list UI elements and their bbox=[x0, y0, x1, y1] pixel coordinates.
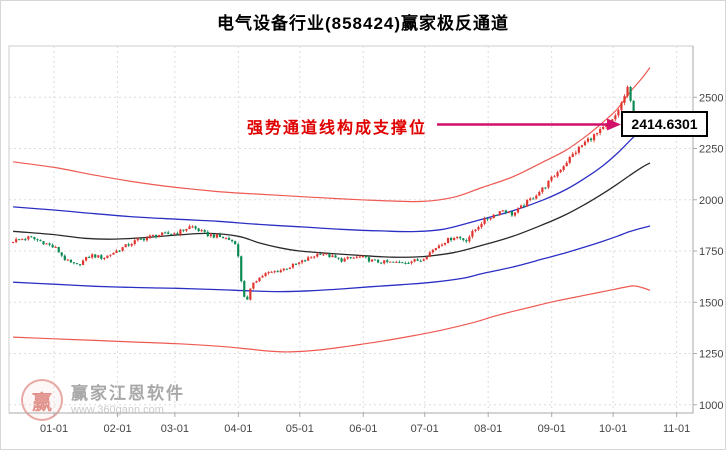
mid-channel-black-line bbox=[13, 162, 651, 258]
y-axis-tick-label: 2250 bbox=[699, 144, 723, 156]
x-axis-tick-label: 11-01 bbox=[663, 423, 690, 435]
x-axis-tick-label: 03-01 bbox=[161, 423, 189, 435]
axes: 1000 1250 1500 1750 2000 2250 2500 01-01 02-01 03… bbox=[9, 46, 723, 435]
chart-title: 电气设备行业(858424)赢家极反通道 bbox=[216, 14, 510, 33]
x-axis-tick-label: 10-01 bbox=[599, 423, 627, 435]
watermark: 赢 赢家江恩软件 www.360gann.com bbox=[21, 379, 185, 421]
x-axis-tick-label: 05-01 bbox=[286, 423, 314, 435]
x-axis-tick-label: 04-01 bbox=[224, 423, 252, 435]
x-axis-tick-label: 09-01 bbox=[538, 423, 566, 435]
y-axis-tick-label: 2000 bbox=[699, 195, 723, 207]
x-axis-tick-label: 06-01 bbox=[349, 423, 377, 435]
x-axis-tick-label: 01-01 bbox=[40, 423, 68, 435]
y-axis-tick-label: 2500 bbox=[699, 92, 723, 104]
y-axis-tick-label: 1000 bbox=[699, 400, 723, 412]
upper-channel-red-line bbox=[13, 67, 651, 203]
lower-channel-red-line bbox=[13, 285, 651, 353]
x-axis-tick-label: 08-01 bbox=[474, 423, 502, 435]
lower-channel-blue-line bbox=[13, 225, 651, 293]
support-price-label: 2414.6301 bbox=[621, 111, 708, 137]
winner-logo-icon: 赢 bbox=[21, 379, 63, 421]
winner-logo-glyph: 赢 bbox=[32, 391, 52, 414]
x-axis-tick-label: 02-01 bbox=[103, 423, 131, 435]
y-axis-tick-label: 1500 bbox=[699, 297, 723, 309]
support-annotation-label: 强势通道线构成支撑位 bbox=[247, 120, 428, 137]
x-axis-tick-label: 07-01 bbox=[411, 423, 439, 435]
y-axis-tick-label: 1250 bbox=[699, 349, 723, 361]
y-axis-tick-label: 1750 bbox=[699, 246, 723, 258]
watermark-name: 赢家江恩软件 bbox=[71, 384, 185, 403]
upper-channel-blue-line bbox=[13, 121, 651, 233]
channel-lines bbox=[13, 67, 651, 353]
support-annotation-arrow bbox=[437, 118, 621, 131]
